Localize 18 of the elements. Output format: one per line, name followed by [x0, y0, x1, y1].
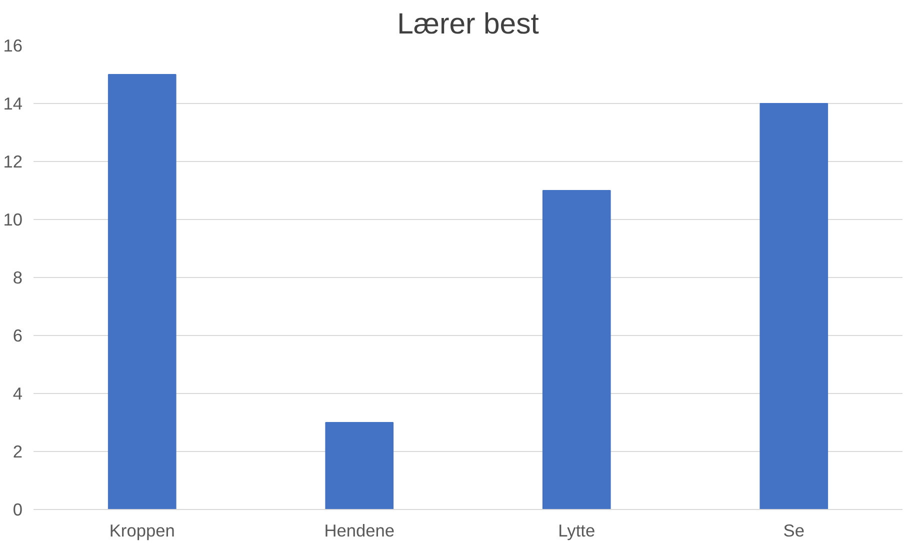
- y-tick-label: 0: [12, 500, 23, 520]
- x-tick-label: Lytte: [558, 520, 596, 540]
- x-tick-label: Se: [783, 520, 804, 540]
- y-tick-label: 2: [12, 442, 23, 462]
- bar: [542, 190, 611, 510]
- bar: [325, 422, 394, 510]
- y-tick-label: 10: [3, 210, 23, 230]
- y-tick-label: 8: [12, 268, 23, 288]
- chart-title: Lærer best: [397, 8, 539, 40]
- x-tick-label: Hendene: [324, 520, 395, 540]
- y-tick-label: 16: [3, 36, 23, 56]
- bar: [760, 103, 828, 510]
- bar: [108, 74, 176, 510]
- x-tick-label: Kroppen: [109, 520, 175, 540]
- y-tick-label: 14: [3, 94, 23, 114]
- y-tick-label: 6: [12, 326, 23, 346]
- y-tick-label: 4: [12, 384, 23, 404]
- y-tick-label: 12: [3, 152, 23, 172]
